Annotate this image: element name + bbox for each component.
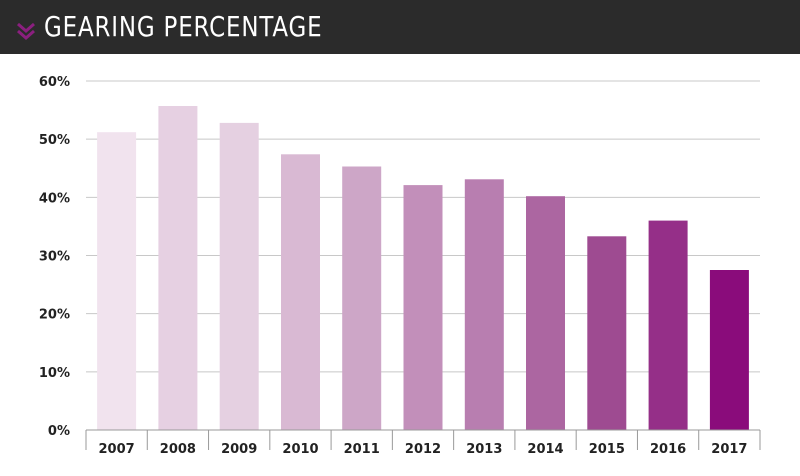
bar-2015 xyxy=(587,236,627,430)
x-axis-tick-labels: 2007 2008 2009 2010 2011 2012 2013 2014 2015 2016… xyxy=(99,442,748,457)
bar-2014 xyxy=(526,196,565,430)
x-tick-label: 2013 xyxy=(466,442,502,457)
bar-2013 xyxy=(464,179,504,430)
y-tick-label: 50% xyxy=(39,133,70,148)
x-tick-label: 2015 xyxy=(589,442,625,457)
x-tick-label: 2009 xyxy=(221,442,257,457)
x-tick-label: 2007 xyxy=(99,442,135,457)
y-tick-label: 60% xyxy=(39,75,70,90)
bar-2010 xyxy=(281,154,320,431)
bar-2012 xyxy=(403,185,443,430)
bar-2007 xyxy=(97,132,137,430)
x-tick-label: 2011 xyxy=(344,442,380,457)
y-tick-label: 10% xyxy=(39,366,70,381)
y-axis-tick-labels: 0% 10% 20% 30% 40% 50% 60% xyxy=(39,75,70,439)
x-tick-label: 2014 xyxy=(527,442,563,457)
x-tick-label: 2012 xyxy=(405,442,441,457)
axes xyxy=(85,429,761,450)
bar-2016 xyxy=(648,220,688,430)
bar-2009 xyxy=(219,122,259,431)
x-tick-label: 2008 xyxy=(160,442,196,457)
bars xyxy=(97,106,749,431)
y-tick-label: 0% xyxy=(48,424,70,439)
x-tick-label: 2017 xyxy=(711,442,747,457)
chart-header: GEARING PERCENTAGE xyxy=(0,0,800,54)
y-tick-label: 20% xyxy=(39,308,70,323)
bar-2008 xyxy=(158,106,198,430)
x-tick-label: 2016 xyxy=(650,442,686,457)
x-tick-label: 2010 xyxy=(282,442,318,457)
bar-2011 xyxy=(342,166,382,430)
bar-2017 xyxy=(709,270,749,430)
double-chevron-down-icon xyxy=(17,22,35,40)
y-tick-label: 40% xyxy=(39,191,70,206)
bar-chart: 0% 10% 20% 30% 40% 50% 60% 2007 2008 2009 2010 201… xyxy=(39,75,761,457)
y-tick-label: 30% xyxy=(39,250,70,265)
chart-title: GEARING PERCENTAGE xyxy=(44,10,323,43)
